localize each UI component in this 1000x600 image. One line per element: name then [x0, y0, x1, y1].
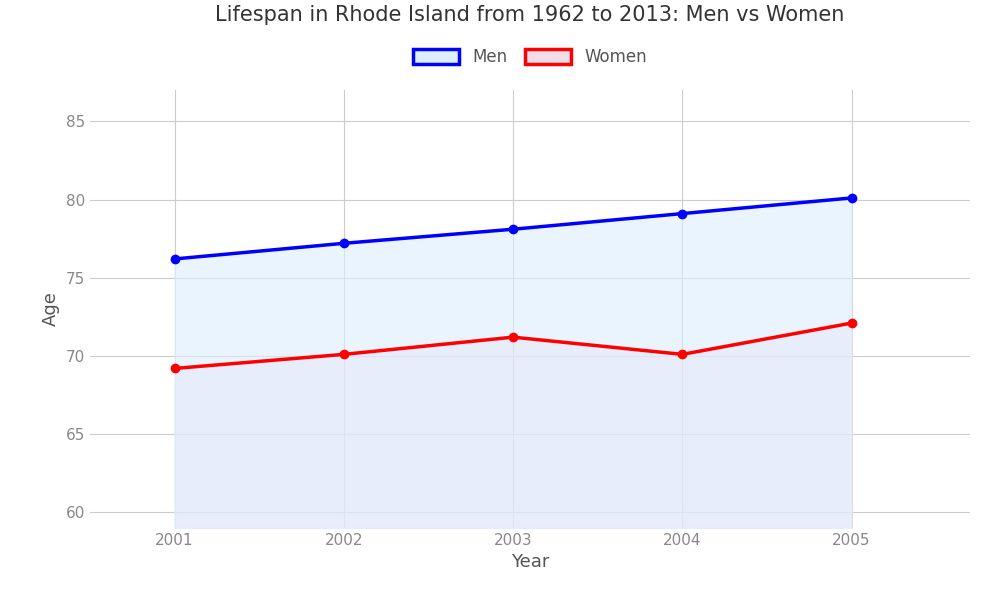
X-axis label: Year: Year [511, 553, 549, 571]
Y-axis label: Age: Age [42, 292, 60, 326]
Legend: Men, Women: Men, Women [406, 41, 654, 73]
Title: Lifespan in Rhode Island from 1962 to 2013: Men vs Women: Lifespan in Rhode Island from 1962 to 20… [215, 5, 845, 25]
